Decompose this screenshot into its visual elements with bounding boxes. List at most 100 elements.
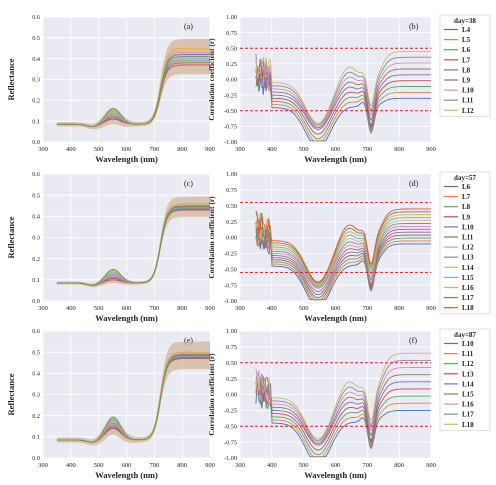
y-tick-label: 0.2: [32, 256, 40, 263]
x-tick-label: 700: [149, 305, 159, 312]
legend-entry-L14: L14: [462, 380, 474, 388]
y-tick-label: 0.0: [32, 298, 40, 305]
x-tick-label: 600: [331, 146, 341, 153]
x-axis-label: Wavelength (nm): [95, 154, 158, 164]
legend-title: day=57: [454, 174, 476, 182]
series-line-L7: [255, 62, 431, 135]
x-tick-label: 300: [235, 146, 245, 153]
series-line-L13: [255, 376, 431, 451]
y-tick-label: 0.00: [226, 77, 237, 84]
x-tick-label: 400: [267, 305, 277, 312]
y-tick-label: 0.3: [32, 392, 40, 399]
panel-3: 300 400 500 600 700 800 900 -1.00 -0.75 -0.50 -0.2…: [207, 171, 491, 323]
y-tick-label: 0.3: [32, 235, 40, 242]
x-tick-label: 500: [94, 305, 104, 312]
legend-entry-L18: L18: [462, 304, 474, 312]
legend-entry-L10: L10: [462, 223, 474, 231]
y-tick-label: 0.25: [226, 376, 237, 383]
panel-1: 300 400 500 600 700 800 900 -1.00 -0.75 -0.50 -0.2…: [207, 14, 491, 164]
legend-entry-L10: L10: [462, 87, 474, 95]
y-tick-label: 1.00: [226, 328, 237, 335]
legend-title: day=38: [454, 17, 476, 25]
y-axis-label: Correlation coefficient (r): [207, 38, 216, 121]
x-tick-label: 800: [177, 462, 187, 469]
y-axis-label: Reflectance: [6, 373, 16, 415]
x-tick-label: 900: [426, 462, 436, 469]
x-axis-label: Wavelength (nm): [304, 154, 367, 164]
uncertainty-band: [56, 341, 210, 446]
legend-entry-L8: L8: [462, 203, 471, 211]
series-group: [56, 196, 210, 288]
x-tick-label: 600: [331, 305, 341, 312]
y-tick-label: -0.50: [224, 423, 237, 430]
y-tick-label: 0.75: [226, 344, 237, 351]
panel-2: 300 400 500 600 700 800 900 0.0 0.1 0.2 0.3 0.4 0.5 0…: [6, 171, 215, 323]
series-line-L5: [255, 68, 431, 142]
x-tick-label: 600: [122, 146, 132, 153]
x-tick-label: 700: [362, 146, 372, 153]
series-line-L11: [255, 53, 431, 126]
legend-entry-L6: L6: [462, 46, 471, 54]
legend-entry-L12: L12: [462, 107, 474, 115]
series-line-L14: [255, 373, 431, 446]
legend-entry-L17: L17: [462, 411, 474, 419]
y-tick-label: 0.2: [32, 98, 40, 105]
y-tick-label: -1.00: [224, 298, 237, 305]
series-line-L12: [255, 377, 431, 456]
series-line-L18: [255, 352, 431, 440]
panel-label: (b): [409, 22, 419, 31]
y-tick-label: 0.1: [32, 434, 40, 441]
x-tick-label: 800: [394, 462, 404, 469]
series-line-L17: [255, 359, 431, 441]
legend-entry-L15: L15: [462, 391, 474, 399]
legend-entry-L11: L11: [462, 350, 474, 358]
y-tick-label: 1.00: [226, 14, 237, 21]
x-tick-label: 800: [394, 146, 404, 153]
y-tick-label: -0.25: [224, 408, 237, 415]
x-tick-label: 500: [94, 146, 104, 153]
series-line-L4: [255, 69, 431, 142]
x-tick-label: 300: [235, 305, 245, 312]
series-line-L13: [255, 223, 431, 288]
series-line-L10: [255, 225, 431, 296]
y-tick-label: 0.50: [226, 360, 237, 367]
legend-title: day=87: [454, 331, 476, 339]
y-tick-label: 0.75: [226, 187, 237, 194]
x-tick-label: 500: [299, 305, 309, 312]
x-tick-label: 600: [122, 462, 132, 469]
series-line-L16: [255, 367, 431, 443]
y-tick-label: 0.0: [32, 139, 40, 146]
series-group: [56, 39, 210, 130]
series-line-L11: [255, 217, 431, 292]
legend-entry-L8: L8: [462, 66, 471, 74]
series-line-L11: [255, 385, 431, 458]
legend-box: [439, 171, 491, 315]
x-tick-label: 900: [205, 146, 215, 153]
y-tick-label: 0.4: [32, 371, 40, 378]
y-tick-label: -0.75: [224, 124, 237, 131]
series-line-L10: [255, 60, 431, 127]
y-tick-label: 0.0: [32, 455, 40, 462]
x-tick-label: 900: [205, 305, 215, 312]
y-tick-label: 0.1: [32, 277, 40, 284]
y-tick-label: 0.4: [32, 214, 40, 221]
x-tick-label: 300: [38, 462, 48, 469]
series-line-L6: [255, 226, 431, 301]
series-line-L8: [255, 222, 431, 301]
x-tick-label: 700: [149, 462, 159, 469]
legend-entry-L7: L7: [462, 193, 471, 201]
x-tick-label: 800: [177, 305, 187, 312]
legend-entry-L16: L16: [462, 401, 474, 409]
panel-label: (c): [184, 179, 193, 188]
y-tick-label: 0.25: [226, 219, 237, 226]
series-line-L6: [255, 65, 431, 140]
y-tick-label: -0.75: [224, 439, 237, 446]
panel-0: 300 400 500 600 700 800 900 0.0 0.1 0.2 0.3 0.4 0.5 0…: [6, 14, 215, 164]
legend-entry-L7: L7: [462, 56, 471, 64]
series-line: [56, 354, 210, 443]
y-tick-label: 0.00: [226, 235, 237, 242]
panel-label: (f): [409, 336, 417, 345]
series-group: [255, 50, 431, 142]
